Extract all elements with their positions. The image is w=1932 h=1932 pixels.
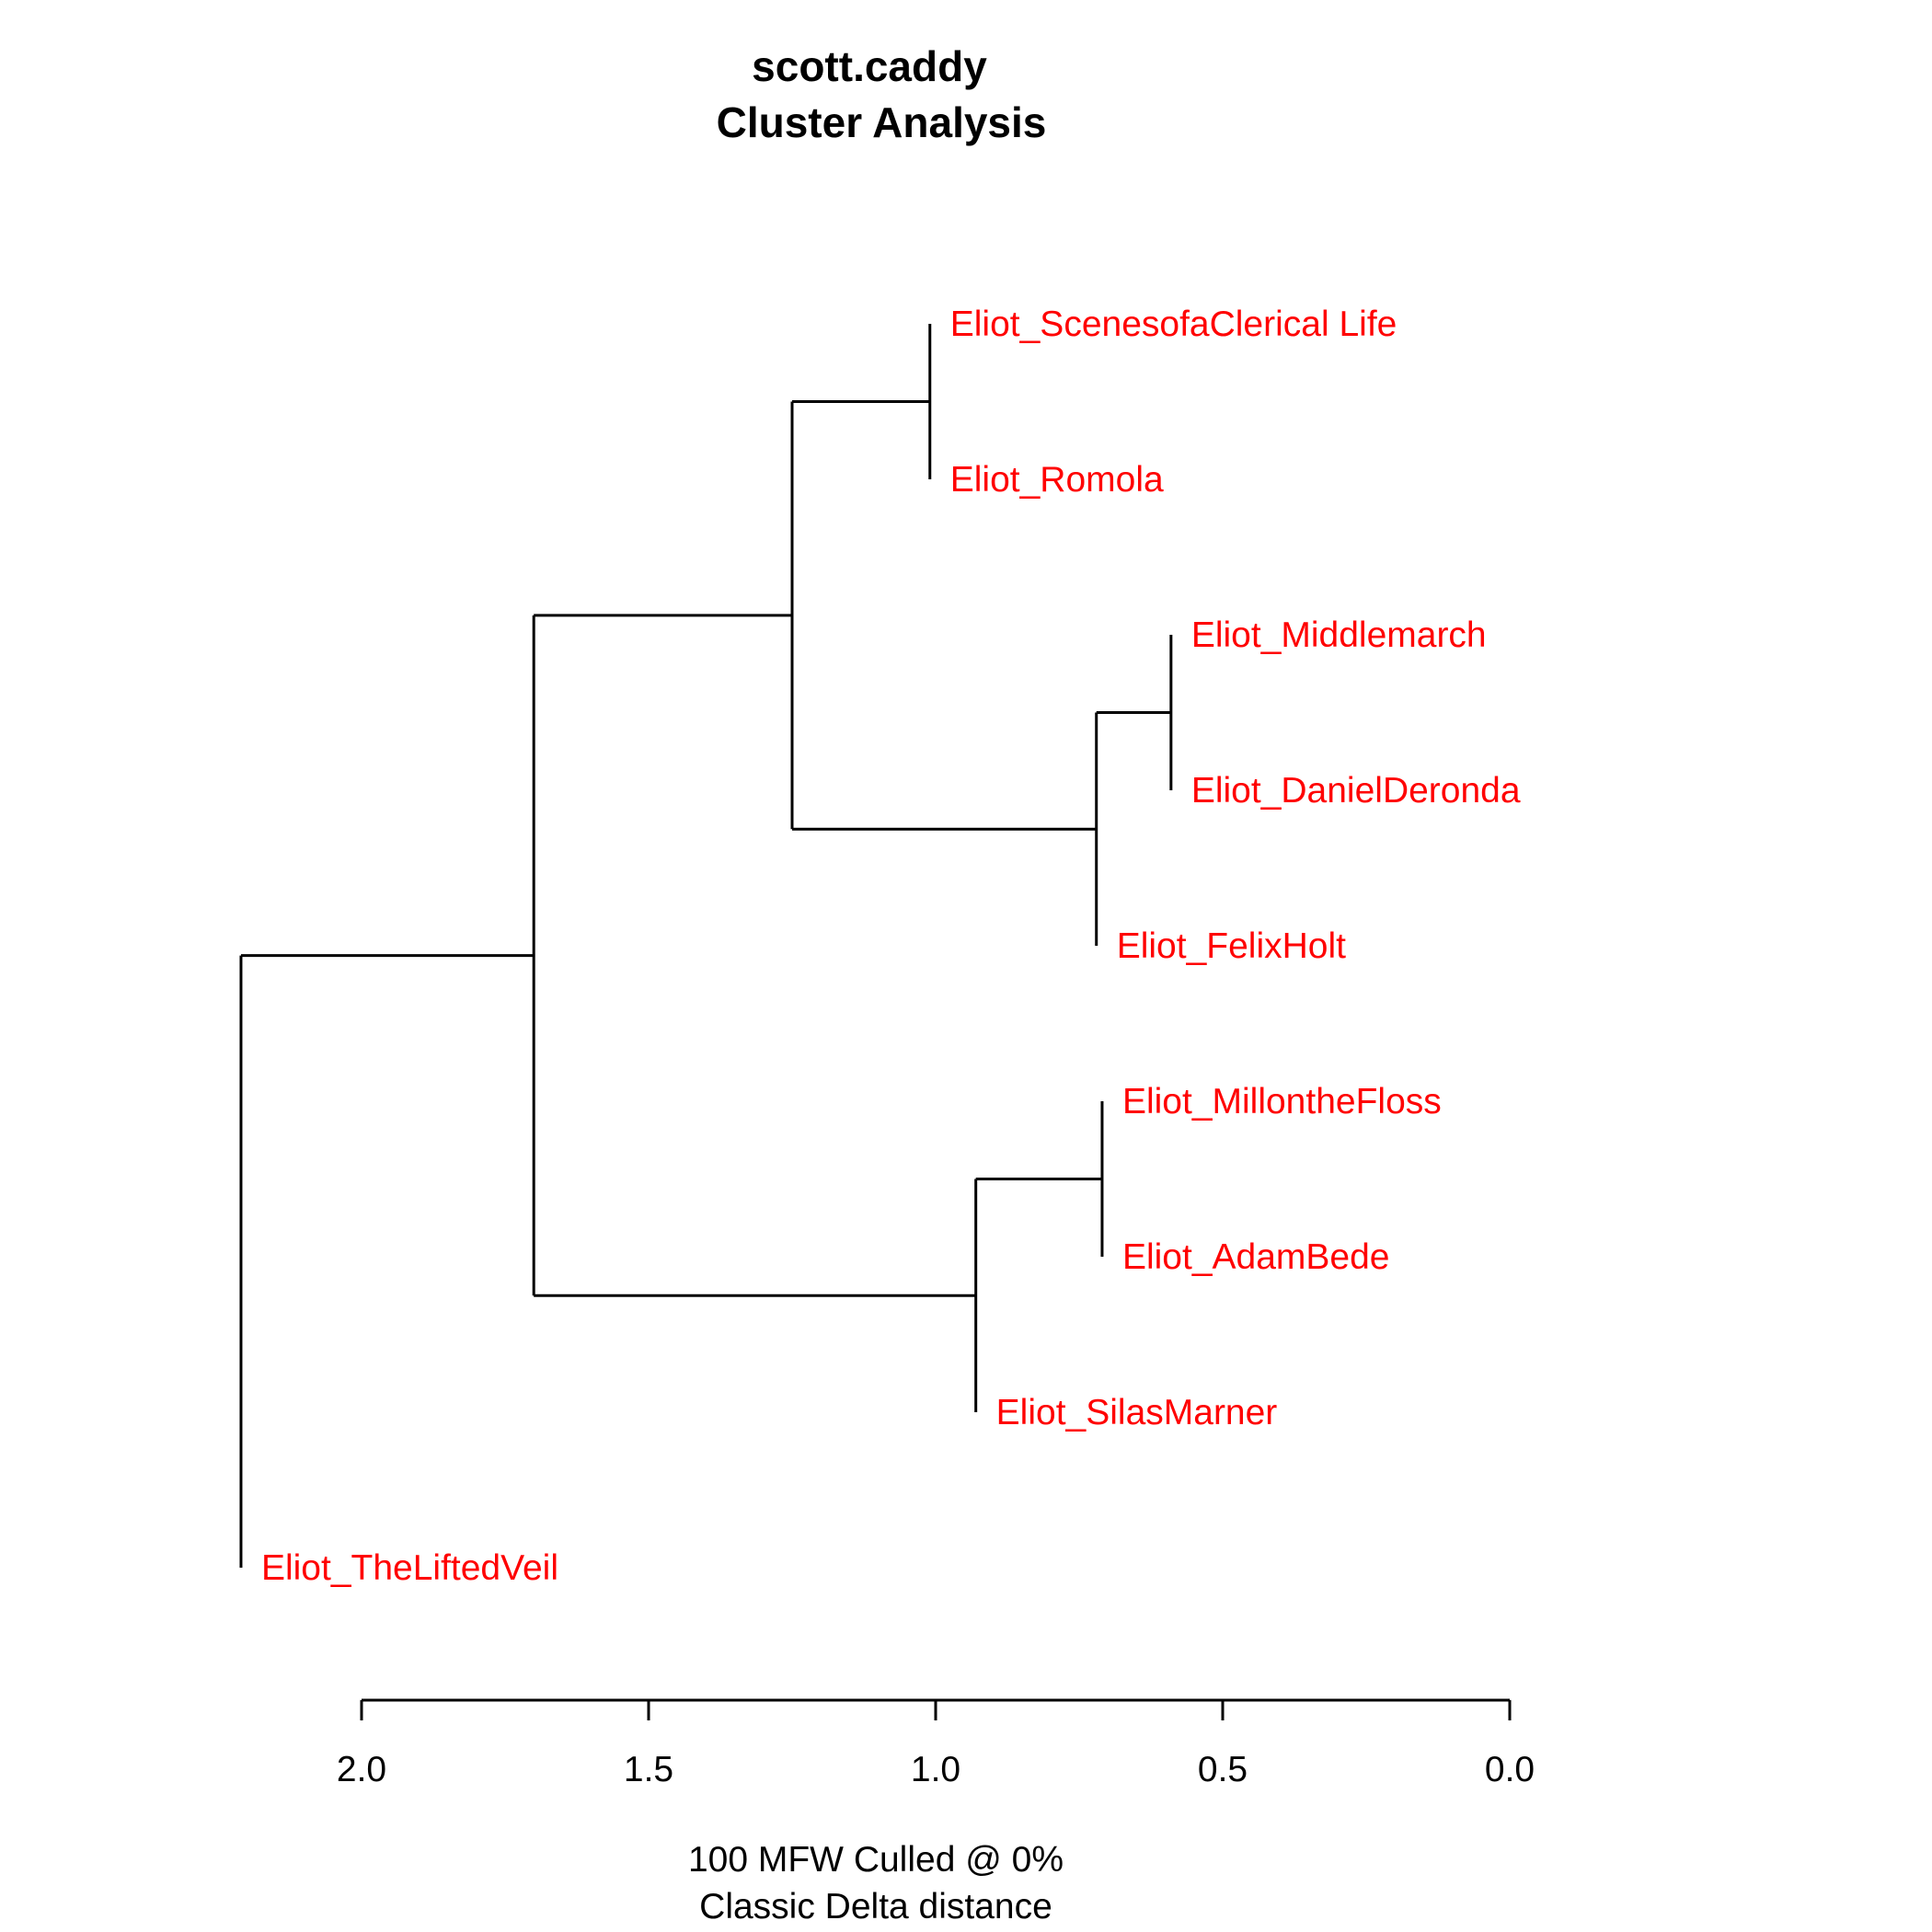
- x-tick-label: 1.5: [624, 1750, 673, 1789]
- leaf-label: Eliot_FelixHolt: [1117, 926, 1346, 966]
- leaf-labels: Eliot_ScenesofaClerical Life Eliot_Romola…: [261, 305, 1521, 1588]
- leaf-label: Eliot_SilasMarner: [996, 1393, 1278, 1432]
- x-tick-label: 1.0: [911, 1750, 960, 1789]
- chart-title-line-2: Cluster Analysis: [717, 98, 1047, 146]
- dendrogram-branches: [239, 324, 1173, 1568]
- chart-title-line-1: scott.caddy: [752, 42, 987, 90]
- leaf-label: Eliot_DanielDeronda: [1191, 771, 1521, 811]
- x-axis-label-line-1: 100 MFW Culled @ 0%: [688, 1840, 1064, 1880]
- x-tick-label: 0.0: [1485, 1750, 1535, 1789]
- x-tick-label: 2.0: [337, 1750, 386, 1789]
- leaf-label: Eliot_AdamBede: [1122, 1237, 1390, 1277]
- x-tick-label: 0.5: [1198, 1750, 1248, 1789]
- leaf-label: Eliot_Middlemarch: [1191, 615, 1487, 655]
- leaf-label: Eliot_MillontheFloss: [1122, 1082, 1442, 1121]
- leaf-label: Eliot_Romola: [950, 460, 1164, 500]
- x-axis-label-line-2: Classic Delta distance: [699, 1887, 1052, 1926]
- leaf-label: Eliot_TheLiftedVeil: [261, 1548, 558, 1588]
- leaf-label: Eliot_ScenesofaClerical Life: [950, 305, 1397, 344]
- x-axis: 2.0 1.5 1.0 0.5 0.0: [337, 1698, 1535, 1789]
